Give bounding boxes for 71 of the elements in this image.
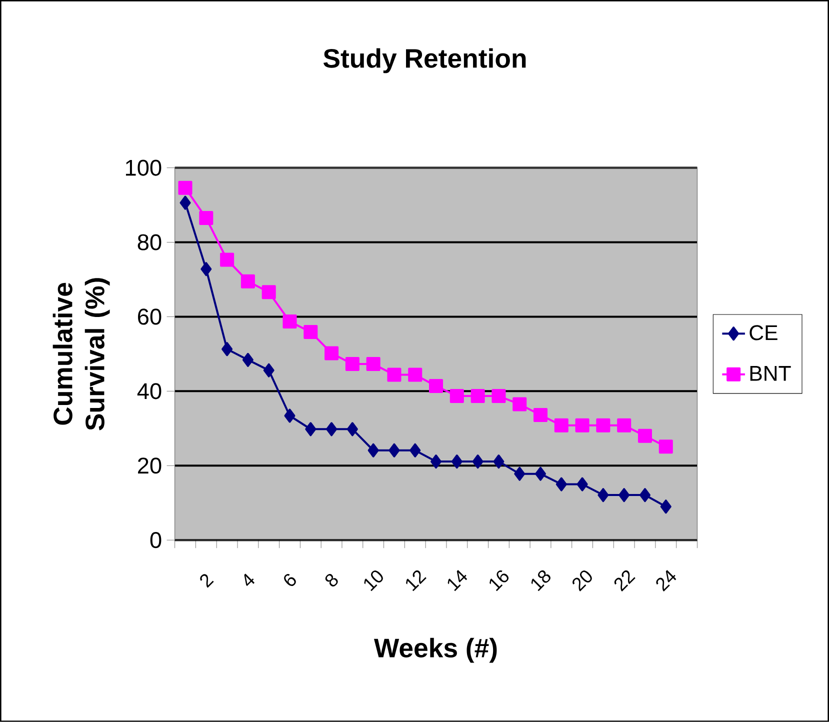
point [451,454,462,469]
x-axis-title: Weeks (#) [374,638,497,663]
point [410,443,421,458]
point [178,180,192,195]
point [305,422,316,436]
point [429,379,444,394]
point [638,428,652,443]
point [534,466,546,481]
x-tick-label: 16 [490,570,509,592]
point [240,274,255,288]
point [200,262,212,276]
y-tick-label: 20 [138,458,162,474]
x-tick-label: 2 [200,574,214,588]
point [576,477,588,492]
point [617,418,632,432]
x-tick-label: 18 [531,570,550,592]
x-tick-label: 4 [244,574,255,586]
point [470,389,485,404]
point [284,408,296,423]
y-axis-title: Cumulative Survival (%) [52,278,110,430]
y-tick-label: 0 [150,532,162,548]
x-tick-label: 22 [614,570,636,592]
point [408,368,422,382]
point [388,443,400,458]
point [493,454,504,469]
y-tick-label: 40 [137,383,162,400]
point [366,357,380,372]
point [450,389,464,404]
point [242,352,254,367]
x-tick-label: 6 [284,574,296,586]
point [596,418,610,432]
legend-label: BNT [750,366,791,381]
point [346,422,358,436]
point [618,488,630,502]
x-tick-label: 10 [364,570,383,592]
point [533,408,548,422]
point [556,477,567,492]
chart-title: Study Retention [323,48,526,74]
point [639,488,650,502]
point [304,325,318,340]
point [263,363,274,378]
point [220,252,234,267]
point [660,500,672,514]
point [180,196,191,210]
point [326,422,338,436]
point [492,389,506,404]
point [512,397,527,412]
point [282,314,297,329]
point [472,454,484,469]
point [368,443,379,458]
x-tick-label: 24 [656,570,676,592]
y-tick-label: 60 [138,308,162,325]
x-tick-label: 8 [325,574,338,586]
point [658,440,673,454]
y-tick-label: 80 [138,234,162,250]
point [262,285,276,300]
x-tick-label: 14 [448,570,468,592]
point [575,418,590,432]
point [430,454,442,469]
point [324,346,339,360]
point [222,342,233,356]
x-tick-label: 20 [572,570,592,592]
point [345,357,360,372]
y-tick-label: 100 [126,160,162,176]
x-tick-label: 12 [406,570,426,592]
legend-label: CE [750,325,778,340]
point [598,488,609,502]
point [554,418,568,432]
point [199,211,214,226]
point [514,466,526,481]
point [387,368,402,382]
